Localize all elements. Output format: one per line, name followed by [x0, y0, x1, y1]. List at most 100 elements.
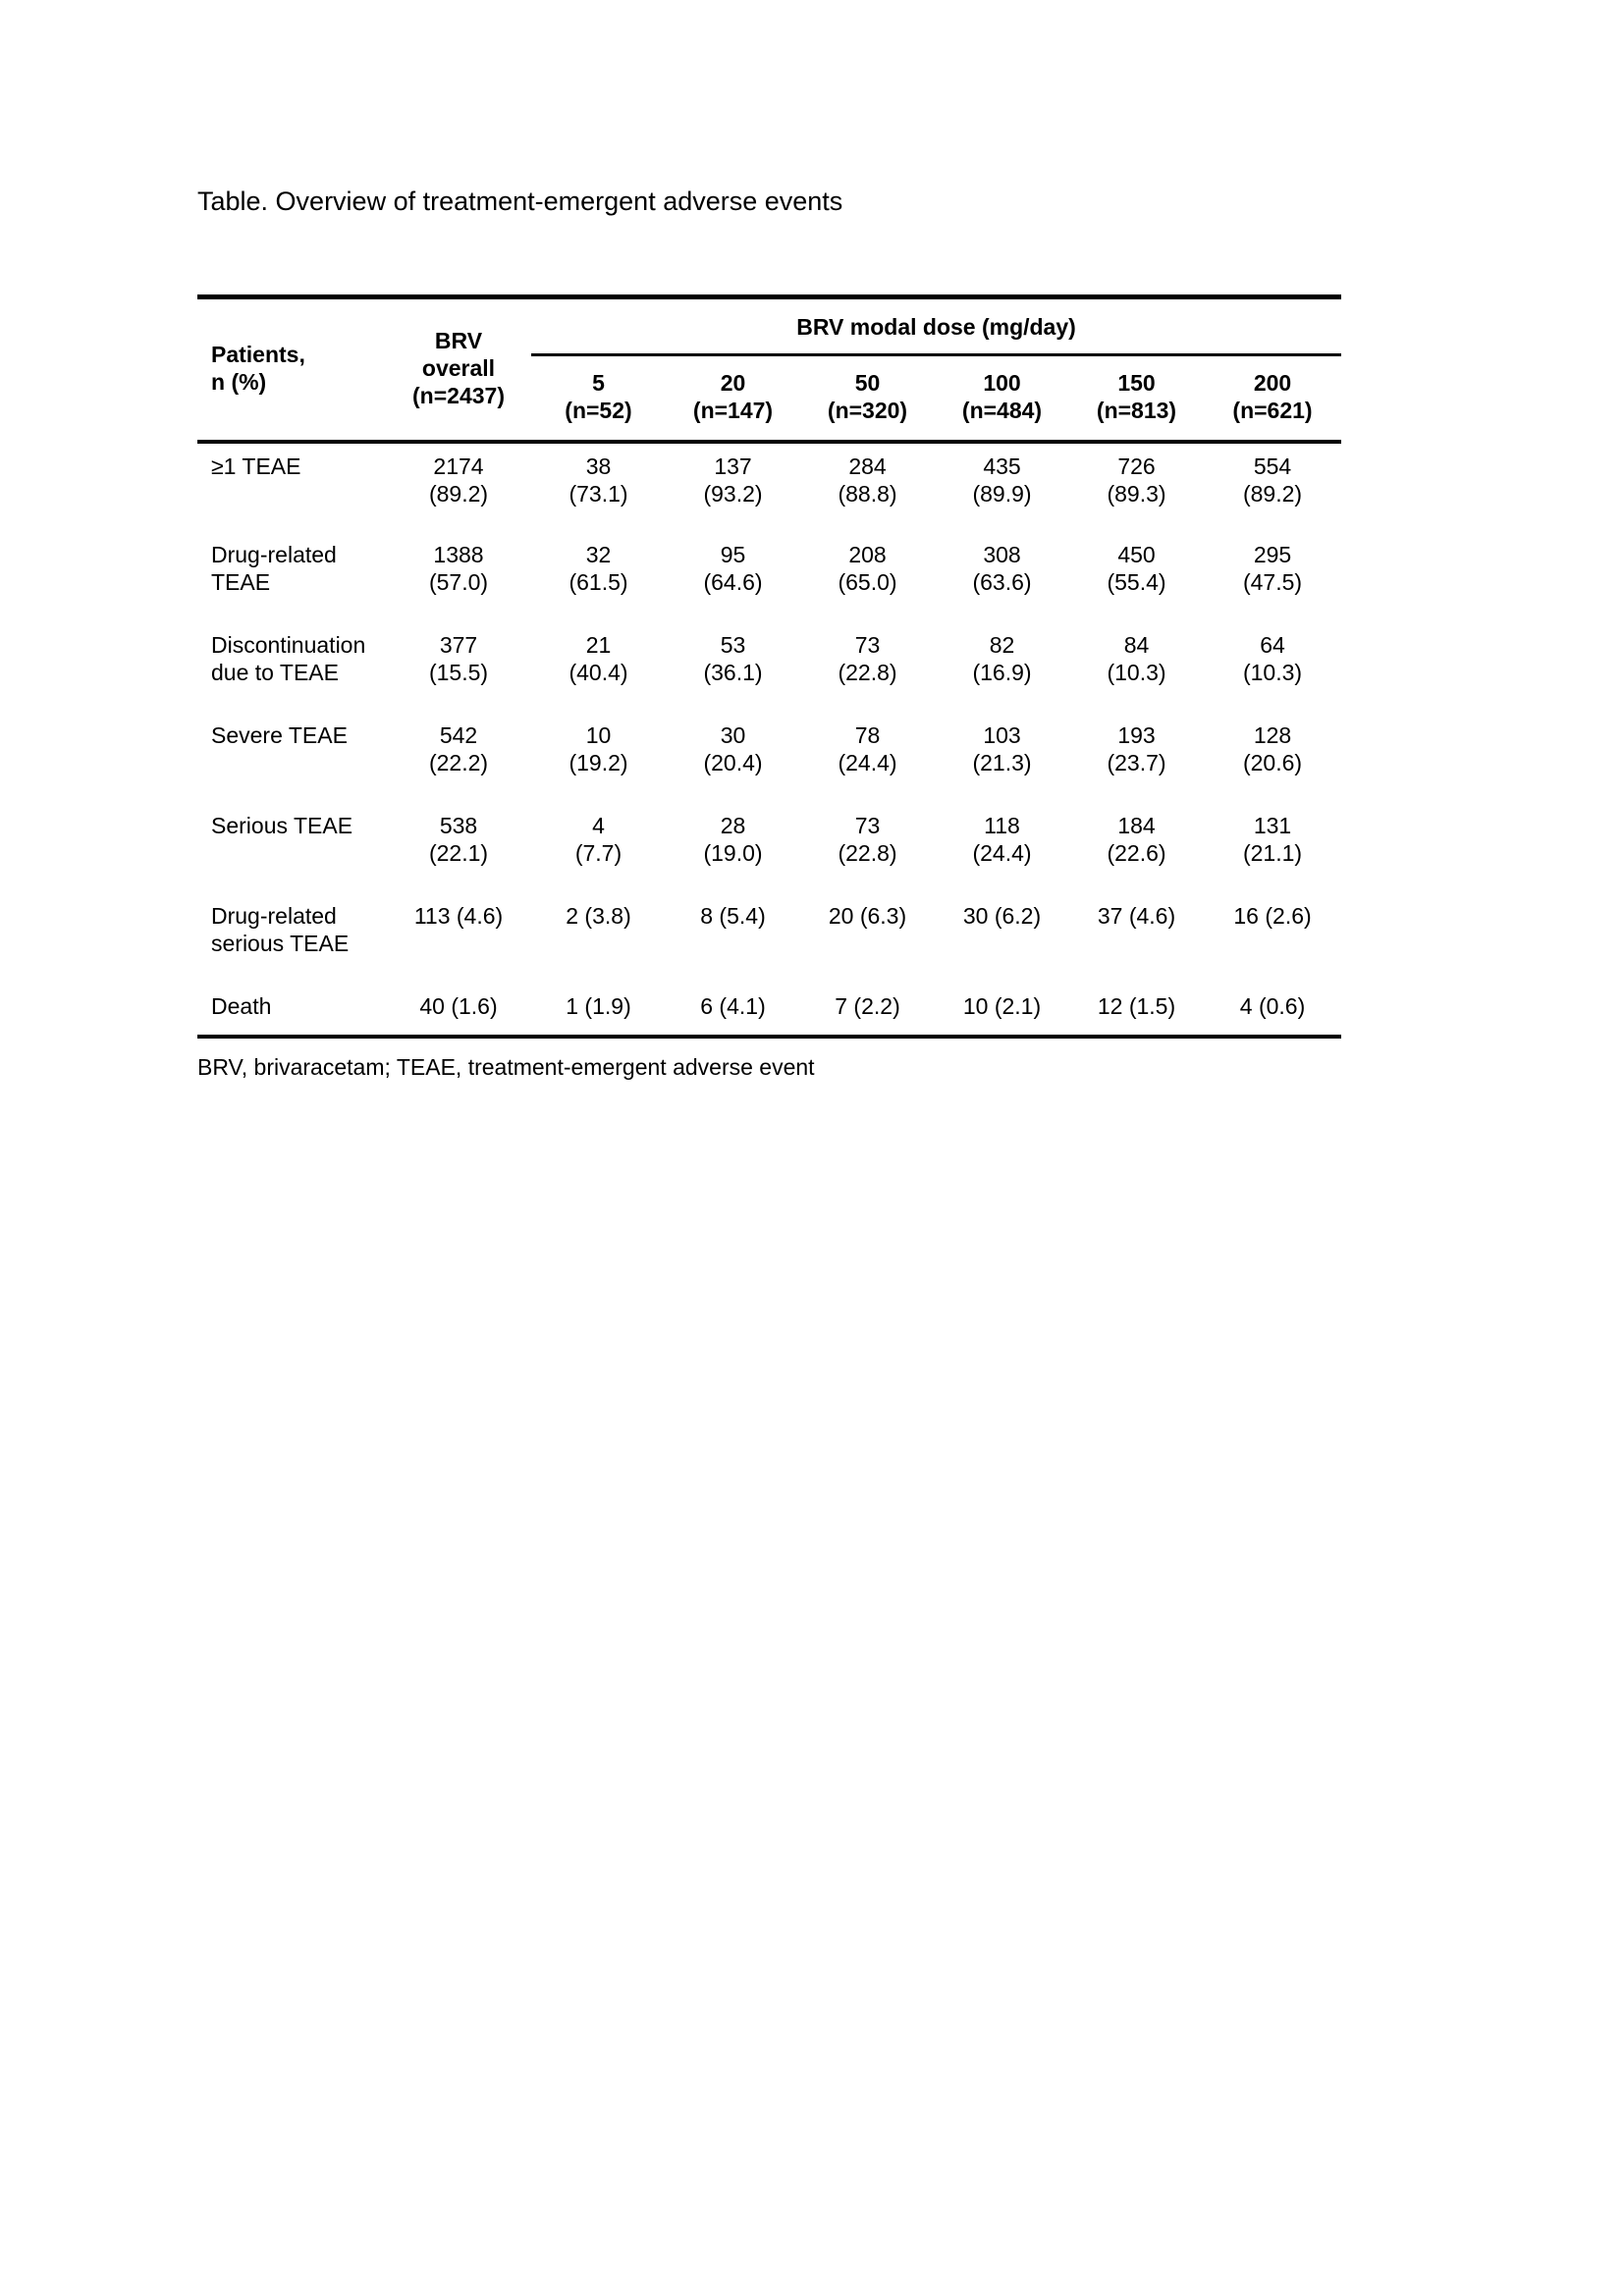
text-line: 73: [854, 632, 881, 658]
text-line: 6 (4.1): [700, 993, 766, 1019]
text-line: (n=52): [565, 398, 632, 423]
cell-value: 538 (22.1): [386, 803, 531, 893]
text-line: (n=484): [961, 398, 1043, 423]
text-line: 4: [592, 813, 605, 838]
patients-column-header: Patients, n (%): [197, 296, 386, 444]
table-footnote: BRV, brivaracetam; TEAE, treatment-emerg…: [197, 1054, 815, 1080]
table-title: Table. Overview of treatment-emergent ad…: [197, 187, 843, 216]
table-body: ≥1 TEAE 2174 (89.2) 38 (73.1) 137 (93.2) 284 (88…: [197, 442, 1342, 1039]
cell-value: 295 (47.5): [1204, 532, 1341, 622]
text-line: (61.5): [568, 569, 628, 595]
text-line: 113 (4.6): [413, 903, 504, 929]
row-label: Serious TEAE: [197, 803, 386, 893]
cell-value: 2 (3.8): [531, 893, 666, 984]
text-line: (23.7): [1107, 750, 1166, 775]
text-line: (89.2): [428, 481, 489, 507]
cell-value: 12 (1.5): [1069, 984, 1204, 1039]
dose-column-header: 150 (n=813): [1069, 354, 1204, 444]
text-line: (89.3): [1107, 481, 1166, 507]
text-line: 103: [983, 722, 1021, 748]
text-line: (73.1): [568, 481, 628, 507]
cell-value: 73 (22.8): [800, 803, 935, 893]
text-line: (89.2): [1242, 481, 1303, 507]
text-line: 295: [1253, 542, 1292, 567]
text-line: 21: [585, 632, 612, 658]
text-line: 82: [989, 632, 1015, 658]
row-label: Drug-related TEAE: [197, 532, 386, 622]
row-label: ≥1 TEAE: [197, 442, 386, 532]
cell-value: 53 (36.1): [666, 622, 800, 713]
cell-value: 118 (24.4): [935, 803, 1069, 893]
cell-value: 284 (88.8): [800, 442, 935, 532]
dose-column-header: 200 (n=621): [1204, 354, 1342, 444]
text-line: (22.6): [1107, 840, 1166, 866]
text-line: 4 (0.6): [1239, 993, 1306, 1019]
text-line: 30 (6.2): [962, 903, 1042, 929]
cell-value: 2174 (89.2): [386, 442, 531, 532]
cell-value: 103 (21.3): [935, 713, 1069, 803]
text-line: 2 (3.8): [566, 903, 631, 929]
text-line: (24.4): [972, 840, 1032, 866]
dose-column-header: 100 (n=484): [935, 354, 1069, 444]
cell-value: 30 (6.2): [935, 893, 1069, 984]
text-line: Drug-related: [211, 903, 337, 929]
cell-value: 95 (64.6): [666, 532, 800, 622]
cell-value: 16 (2.6): [1204, 893, 1341, 984]
cell-value: 4 (0.6): [1204, 984, 1342, 1039]
text-line: 64: [1260, 632, 1285, 658]
text-line: ≥1 TEAE: [211, 454, 301, 479]
cell-value: 377 (15.5): [386, 622, 531, 713]
text-line: serious TEAE: [211, 931, 350, 956]
text-line: (57.0): [428, 569, 489, 595]
cell-value: 84 (10.3): [1069, 622, 1204, 713]
text-line: (64.6): [703, 569, 763, 595]
text-line: (22.1): [428, 840, 489, 866]
text-line: (7.7): [574, 840, 623, 866]
cell-value: 21 (40.4): [531, 622, 666, 713]
text-line: 8 (5.4): [700, 903, 766, 929]
text-line: due to TEAE: [211, 660, 339, 685]
cell-value: 208 (65.0): [800, 532, 935, 622]
text-line: 10: [585, 722, 612, 748]
text-line: 435: [983, 454, 1021, 479]
text-line: (n=621): [1232, 398, 1313, 423]
text-line: 30: [720, 722, 746, 748]
text-line: 20 (6.3): [828, 903, 907, 929]
cell-value: 8 (5.4): [666, 893, 800, 984]
text-line: 78: [854, 722, 881, 748]
text-line: (n=147): [692, 398, 774, 423]
cell-value: 37 (4.6): [1069, 893, 1204, 984]
text-line: (n=2437): [412, 382, 505, 408]
row-label: Death: [197, 984, 386, 1039]
cell-value: 30 (20.4): [666, 713, 800, 803]
cell-value: 131 (21.1): [1204, 803, 1341, 893]
text-line: (22.2): [428, 750, 489, 775]
text-line: 284: [848, 454, 887, 479]
cell-value: 10 (19.2): [531, 713, 666, 803]
text-line: (16.9): [972, 660, 1032, 685]
text-line: (40.4): [568, 660, 628, 685]
cell-value: 1388 (57.0): [386, 532, 531, 622]
text-line: Death: [211, 993, 272, 1019]
text-line: 1 (1.9): [566, 993, 631, 1019]
text-line: BRV: [434, 327, 483, 353]
text-line: 7 (2.2): [835, 993, 900, 1019]
text-line: Drug-related: [211, 542, 337, 567]
text-line: (65.0): [838, 569, 897, 595]
cell-value: 73 (22.8): [800, 622, 935, 713]
text-line: 554: [1253, 454, 1292, 479]
table-row: ≥1 TEAE 2174 (89.2) 38 (73.1) 137 (93.2) 284 (88…: [197, 442, 1341, 532]
text-line: (22.8): [838, 660, 897, 685]
text-line: 377: [439, 632, 478, 658]
text-line: (15.5): [428, 660, 489, 685]
text-line: Discontinuation: [211, 632, 366, 658]
text-line: 73: [854, 813, 881, 838]
text-line: 1388: [433, 542, 484, 567]
text-line: 2174: [433, 454, 484, 479]
row-label: Discontinuation due to TEAE: [197, 622, 386, 713]
text-line: (55.4): [1107, 569, 1166, 595]
cell-value: 450 (55.4): [1069, 532, 1204, 622]
text-line: (88.8): [838, 481, 897, 507]
cell-value: 308 (63.6): [935, 532, 1069, 622]
